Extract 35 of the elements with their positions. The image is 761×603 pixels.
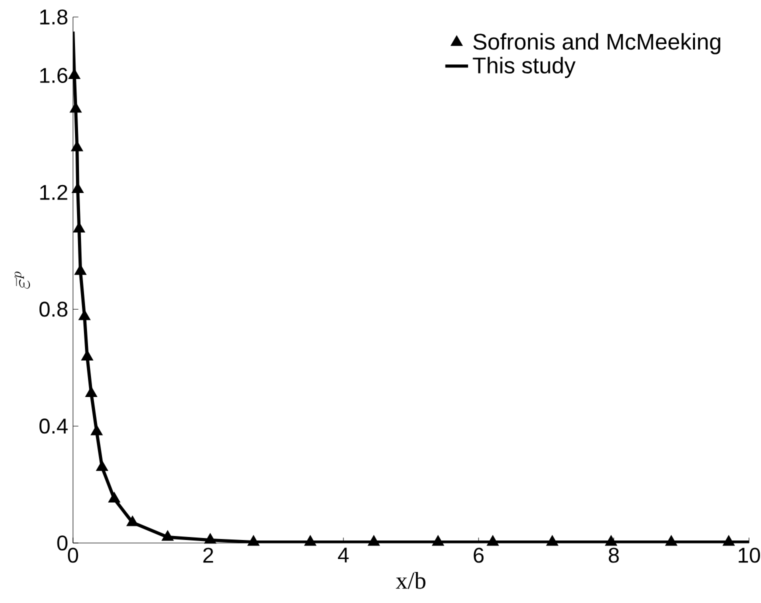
point <box>126 516 139 526</box>
point <box>368 535 380 546</box>
point <box>108 492 120 502</box>
x-tick-label: 10 <box>738 548 760 563</box>
point <box>546 535 558 546</box>
point <box>722 535 735 546</box>
x-tick-label: 6 <box>474 548 484 563</box>
point <box>605 535 618 546</box>
x-axis-title: x/b <box>396 572 426 589</box>
y-axis-title: $\bar{\varepsilon}^{p}$ <box>14 272 30 289</box>
point <box>96 460 108 471</box>
point <box>204 533 216 544</box>
legend-label: Sofronis and McMeeking <box>473 33 720 54</box>
point <box>665 535 678 546</box>
point <box>90 424 103 436</box>
point <box>68 68 80 80</box>
point <box>81 350 94 360</box>
point <box>304 535 316 546</box>
x-tick-label: 4 <box>338 548 349 562</box>
point <box>432 535 444 546</box>
y-tick-label: 0.8 <box>39 302 68 317</box>
legend-label: This study <box>472 56 576 78</box>
point <box>85 386 98 397</box>
y-tick-label: 1.2 <box>40 184 68 200</box>
point <box>78 310 91 320</box>
point <box>162 530 174 541</box>
point <box>247 535 260 546</box>
x-tick-label: 0 <box>68 548 78 563</box>
x-tick-label: 2 <box>203 548 214 563</box>
y-tick-label: 1.8 <box>40 9 68 25</box>
y-tick-label: 0 <box>57 535 68 551</box>
point <box>486 535 499 546</box>
y-tick-label: 0.4 <box>39 418 68 434</box>
x-tick-label: 8 <box>608 548 619 563</box>
y-tick-label: 1.6 <box>40 68 68 83</box>
